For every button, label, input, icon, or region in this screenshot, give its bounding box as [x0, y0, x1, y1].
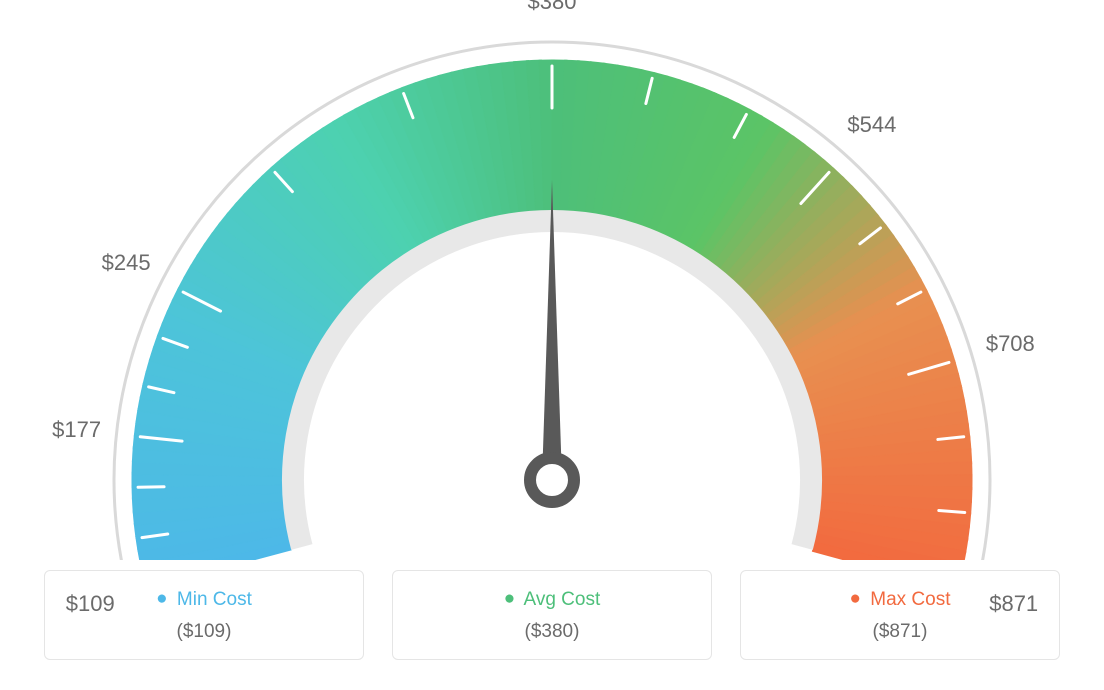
bullet-avg: ● [504, 588, 515, 609]
bullet-min: ● [156, 588, 167, 609]
legend: ● Min Cost ($109) ● Avg Cost ($380) ● Ma… [0, 560, 1104, 660]
legend-title-max-text: Max Cost [870, 589, 950, 610]
legend-title-avg: ● Avg Cost [403, 589, 701, 611]
gauge-needle-hub [530, 458, 574, 502]
legend-title-avg-text: Avg Cost [523, 589, 600, 610]
legend-title-min-text: Min Cost [177, 589, 252, 610]
gauge-tick-label: $871 [989, 591, 1038, 617]
gauge-svg [0, 0, 1104, 560]
gauge-tick-label: $708 [986, 331, 1035, 357]
legend-value-min: ($109) [55, 621, 353, 643]
gauge-tick-label: $380 [528, 0, 577, 15]
gauge-chart: $109$177$245$380$544$708$871 [0, 0, 1104, 560]
gauge-tick-label: $544 [847, 112, 896, 138]
legend-value-max: ($871) [751, 621, 1049, 643]
gauge-tick-label: $245 [102, 250, 151, 276]
gauge-tick-label: $109 [66, 591, 115, 617]
gauge-tick [939, 510, 965, 512]
bullet-max: ● [849, 588, 860, 609]
legend-card-avg: ● Avg Cost ($380) [392, 570, 712, 660]
gauge-tick-label: $177 [52, 417, 101, 443]
legend-value-avg: ($380) [403, 621, 701, 643]
